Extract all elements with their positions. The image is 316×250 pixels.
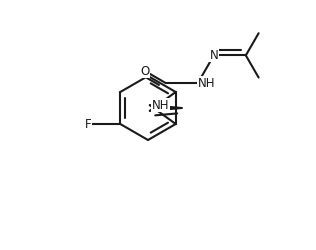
Text: F: F [85,118,92,130]
Text: O: O [140,64,150,78]
Text: NH: NH [198,76,215,90]
Text: NH: NH [152,99,169,112]
Text: N: N [210,49,218,62]
